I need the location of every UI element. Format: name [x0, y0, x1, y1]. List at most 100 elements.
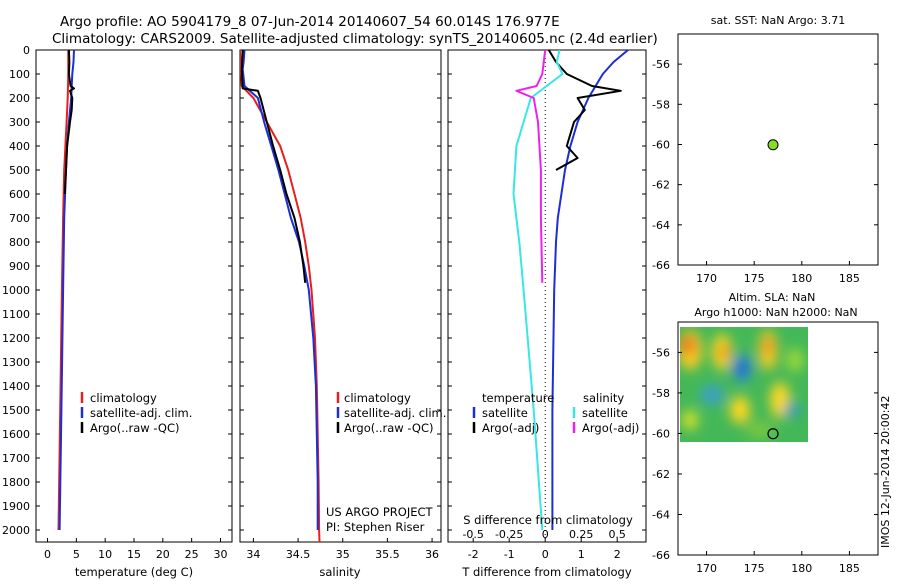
depth-tick-label: 500: [9, 164, 30, 177]
footer-timestamp: IMOS 12-Jun-2014 20:00:42: [879, 395, 892, 548]
temperature-series-Argo: [63, 50, 75, 195]
sla-blob: [746, 422, 774, 438]
argo-location-marker: [767, 428, 779, 440]
map-ytick-label: -58: [652, 387, 670, 400]
sla-map-panel: [677, 321, 879, 556]
salinity-panel: [239, 49, 442, 543]
temperature-xtick-label: 15: [127, 548, 141, 561]
legend-label-satellite: satellite-adj. clim.: [90, 406, 192, 420]
depth-axis: 0 100 200 300 400 500 600 700 800 900 1000 1100 1200…: [2, 44, 646, 537]
figure-title-line1: Argo profile: AO 5904179_8 07-Jun-2014 2…: [60, 14, 560, 30]
map-xtick-label: 185: [839, 272, 860, 285]
s-difference-xtick-label: -0.5: [462, 528, 483, 541]
difference-series-temperature-argo-adj-: [547, 50, 622, 171]
credit-pi: PI: Stephen Riser: [326, 520, 425, 534]
salinity-series-climatology: [240, 50, 321, 542]
t-difference-xlabel: T difference from climatology: [461, 565, 632, 579]
sla-map: -56 -58 -60 -62 -64 -66 170 175 180 185: [652, 346, 878, 575]
difference-lines: [512, 50, 629, 542]
sla-title-line2: Argo h1000: NaN h2000: NaN: [694, 306, 857, 319]
temperature-xtick-label: 30: [213, 548, 227, 561]
t-difference-xtick-label: -2: [468, 548, 479, 561]
depth-tick-label: 1500: [2, 404, 30, 417]
map-xtick-label: 175: [744, 272, 765, 285]
temperature-xtick-label: 10: [98, 548, 112, 561]
legend-label-t-argo: Argo(-adj): [482, 421, 539, 435]
s-difference-xtick-label: -0.25: [495, 528, 523, 541]
depth-tick-label: 100: [9, 68, 30, 81]
depth-tick-label: 400: [9, 140, 30, 153]
depth-tick-label: 600: [9, 188, 30, 201]
legend-label-s-argo: Argo(-adj): [582, 421, 639, 435]
t-difference-xtick-label: -1: [504, 548, 515, 561]
depth-tick-label: 1300: [2, 356, 30, 369]
sla-blob: [682, 410, 698, 430]
t-difference-xtick-label: 1: [578, 548, 585, 561]
credit-project: US ARGO PROJECT: [326, 505, 434, 519]
sst-map: -56 -58 -60 -62 -64 -66 170 175 180 185: [652, 58, 878, 285]
map-ytick-label: -64: [652, 508, 670, 521]
map-ytick-label: -56: [652, 346, 670, 359]
sla-blob: [786, 348, 804, 372]
difference-panel: [447, 49, 647, 543]
depth-tick-label: 300: [9, 116, 30, 129]
salinity-xtick-label: 35.5: [375, 548, 400, 561]
depth-tick-label: 200: [9, 92, 30, 105]
sla-title-line1: Altim. SLA: NaN: [729, 291, 816, 304]
sla-heatmap: [680, 327, 808, 442]
temperature-xtick-label: 0: [44, 548, 51, 561]
depth-tick-label: 1100: [2, 308, 30, 321]
map-xtick-label: 185: [839, 562, 860, 575]
depth-tick-label: 1600: [2, 428, 30, 441]
sst-title: sat. SST: NaN Argo: 3.71: [711, 14, 845, 27]
legend-label-s-satellite: satellite: [582, 406, 628, 420]
legend-label-argo: Argo(..raw -QC): [344, 421, 434, 435]
difference-series-temperature-satellite: [551, 50, 629, 530]
argo-location-marker: [767, 139, 779, 151]
salinity-series-Argo: [240, 50, 307, 283]
map-xtick-label: 180: [791, 272, 812, 285]
salinity-series-satellite-adj: [241, 50, 319, 530]
temperature-series-climatology: [57, 50, 70, 531]
sla-blob: [764, 337, 772, 355]
sla-blob: [719, 343, 729, 361]
legend-label-climatology: climatology: [344, 391, 411, 405]
map-ytick-label: -66: [652, 259, 670, 272]
t-difference-xtick-label: 2: [614, 548, 621, 561]
map-ytick-label: -64: [652, 219, 670, 232]
temperature-panel: [35, 49, 233, 543]
depth-tick-label: 1200: [2, 332, 30, 345]
legend-head-temperature: temperature: [482, 391, 554, 405]
map-ytick-label: -56: [652, 58, 670, 71]
salinity-legend: climatology satellite-adj. clim. Argo(..…: [326, 391, 446, 534]
salinity-lines: [240, 50, 321, 542]
sla-blob: [681, 335, 695, 355]
salinity-xtick-label: 34.5: [286, 548, 311, 561]
salinity-xtick-label: 35: [336, 548, 350, 561]
depth-tick-label: 1700: [2, 452, 30, 465]
map-xtick-label: 180: [791, 562, 812, 575]
s-difference-xtick-label: 0.25: [569, 528, 594, 541]
s-difference-xtick-label: 0: [542, 528, 549, 541]
map-xtick-label: 175: [744, 562, 765, 575]
sla-blob: [730, 396, 750, 424]
difference-legend: temperature salinity satellite Argo(-adj…: [472, 391, 639, 435]
sst-map-panel: [677, 33, 879, 266]
depth-tick-label: 2000: [2, 524, 30, 537]
s-difference-xtick-label: 0.5: [608, 528, 626, 541]
sla-blob: [737, 361, 747, 375]
depth-tick-label: 800: [9, 236, 30, 249]
salinity-xtick-label: 36: [425, 548, 439, 561]
legend-label-argo: Argo(..raw -QC): [90, 421, 180, 435]
depth-tick-label: 1900: [2, 500, 30, 513]
temperature-xtick-label: 20: [156, 548, 170, 561]
depth-tick-label: 900: [9, 260, 30, 273]
s-difference-xlabel: S difference from climatology: [463, 513, 633, 527]
map-ytick-label: -66: [652, 549, 670, 562]
legend-head-salinity: salinity: [583, 391, 624, 405]
legend-label-t-satellite: satellite: [482, 406, 528, 420]
temperature-xtick-label: 25: [185, 548, 199, 561]
sla-blob: [784, 402, 800, 418]
map-ytick-label: -62: [652, 179, 670, 192]
